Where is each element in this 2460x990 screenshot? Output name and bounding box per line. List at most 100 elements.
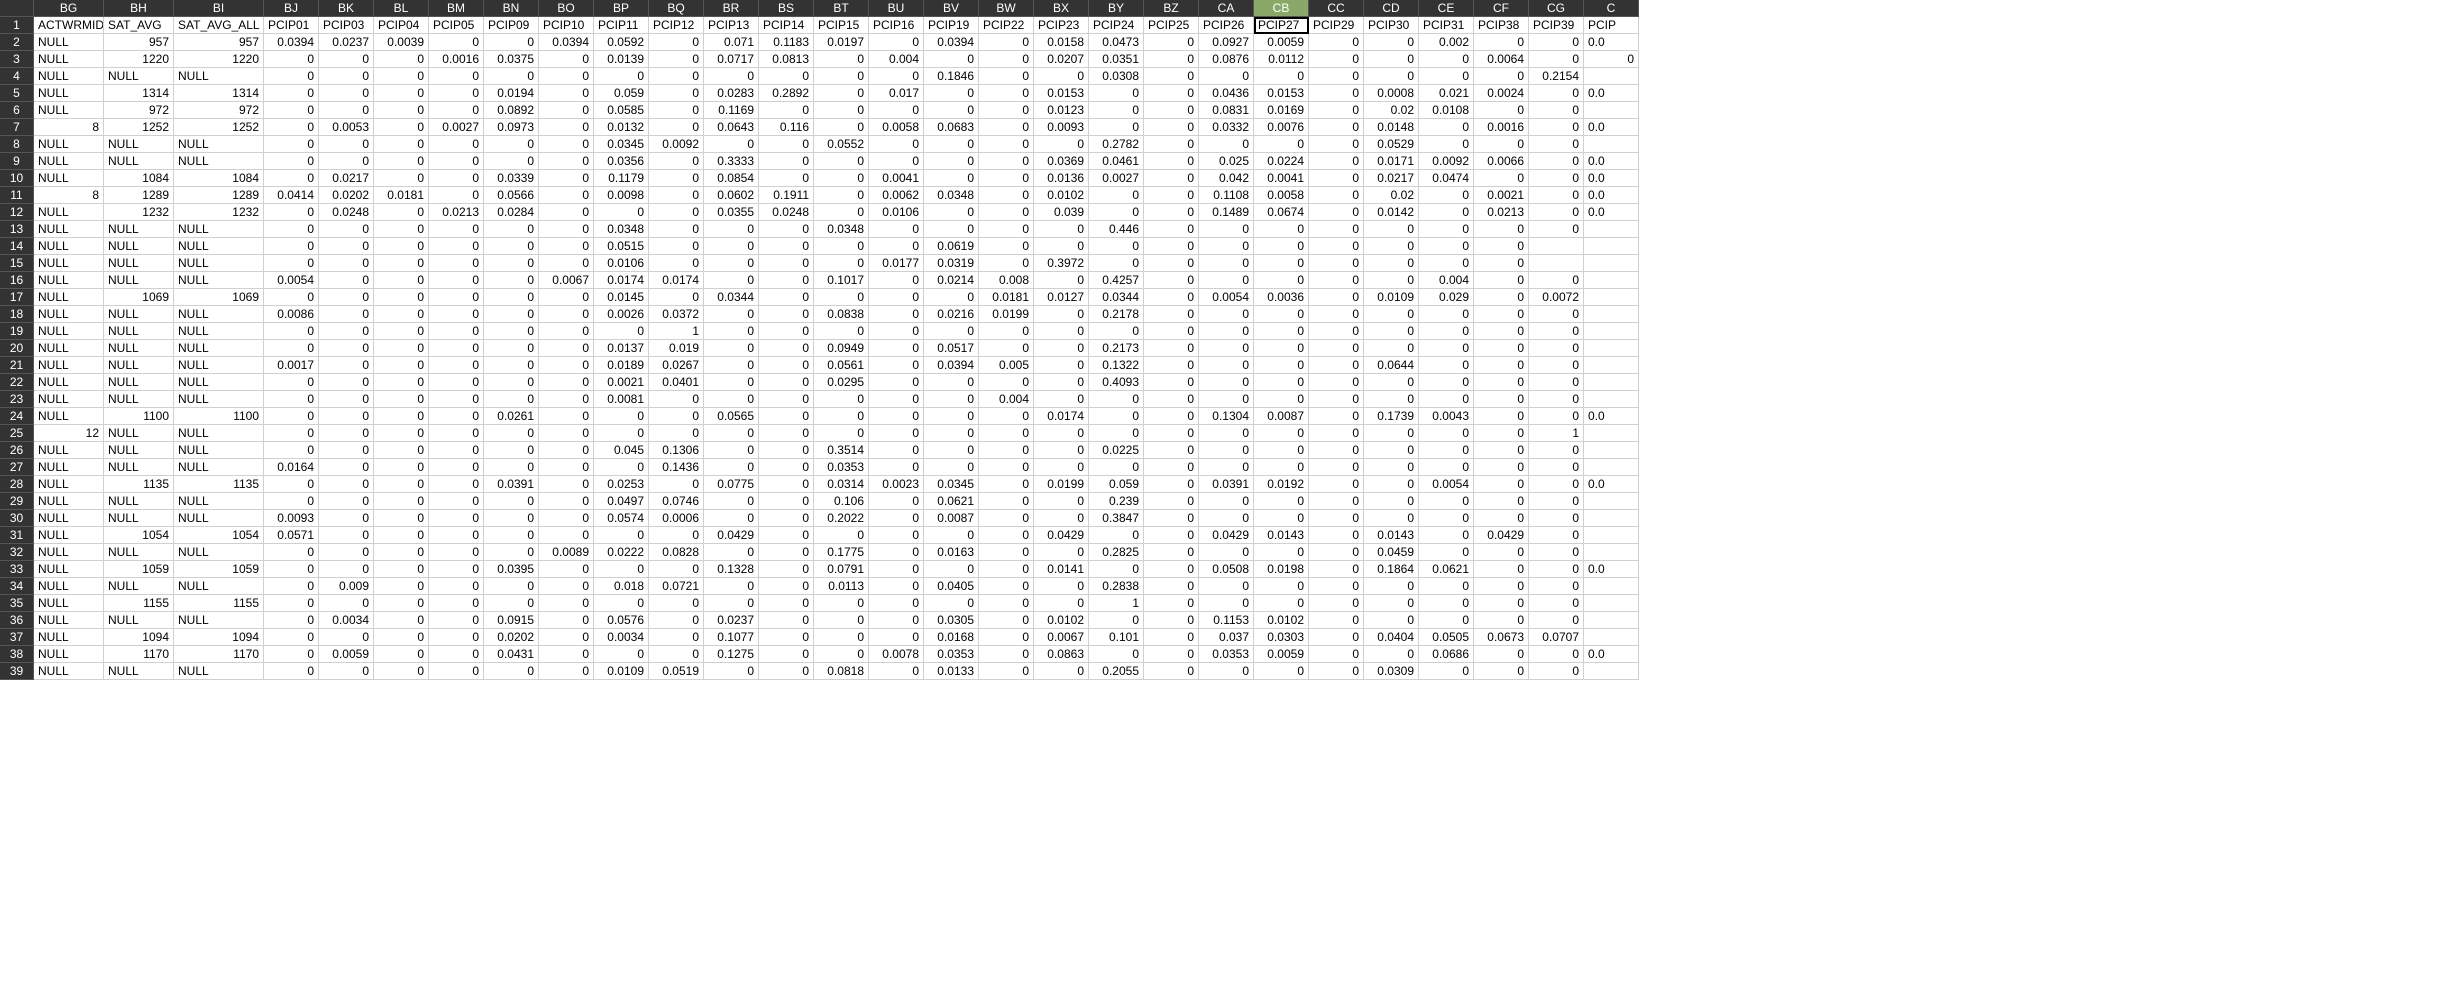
cell-BH11[interactable]: 1289: [104, 187, 174, 204]
cell-BU24[interactable]: 0: [869, 408, 924, 425]
cell-BG19[interactable]: NULL: [34, 323, 104, 340]
cell-CC29[interactable]: 0: [1309, 493, 1364, 510]
cell-BJ1[interactable]: PCIP01: [264, 17, 319, 34]
cell-BO21[interactable]: 0: [539, 357, 594, 374]
cell-CB21[interactable]: 0: [1254, 357, 1309, 374]
cell-BP3[interactable]: 0.0139: [594, 51, 649, 68]
cell-CG20[interactable]: 0: [1529, 340, 1584, 357]
column-header-BR[interactable]: BR: [704, 0, 759, 17]
cell-BO25[interactable]: 0: [539, 425, 594, 442]
cell-CD35[interactable]: 0: [1364, 595, 1419, 612]
cell-CB13[interactable]: 0: [1254, 221, 1309, 238]
cell-CD33[interactable]: 0.1864: [1364, 561, 1419, 578]
cell-BO5[interactable]: 0: [539, 85, 594, 102]
cell-BJ10[interactable]: 0: [264, 170, 319, 187]
cell-BU13[interactable]: 0: [869, 221, 924, 238]
cell-BG29[interactable]: NULL: [34, 493, 104, 510]
cell-CD38[interactable]: 0: [1364, 646, 1419, 663]
cell-BI13[interactable]: NULL: [174, 221, 264, 238]
cell-BH5[interactable]: 1314: [104, 85, 174, 102]
cell-BG33[interactable]: NULL: [34, 561, 104, 578]
cell-BP4[interactable]: 0: [594, 68, 649, 85]
cell-BT23[interactable]: 0: [814, 391, 869, 408]
cell-BG23[interactable]: NULL: [34, 391, 104, 408]
cell-BH22[interactable]: NULL: [104, 374, 174, 391]
cell-BT19[interactable]: 0: [814, 323, 869, 340]
cell-BW10[interactable]: 0: [979, 170, 1034, 187]
cell-BU23[interactable]: 0: [869, 391, 924, 408]
cell-BL27[interactable]: 0: [374, 459, 429, 476]
cell-CD29[interactable]: 0: [1364, 493, 1419, 510]
cell-CB15[interactable]: 0: [1254, 255, 1309, 272]
cell-BQ5[interactable]: 0: [649, 85, 704, 102]
cell-BY21[interactable]: 0.1322: [1089, 357, 1144, 374]
cell-BO1[interactable]: PCIP10: [539, 17, 594, 34]
cell-CC13[interactable]: 0: [1309, 221, 1364, 238]
cell-BG15[interactable]: NULL: [34, 255, 104, 272]
cell-CC37[interactable]: 0: [1309, 629, 1364, 646]
cell-BU33[interactable]: 0: [869, 561, 924, 578]
cell-CA23[interactable]: 0: [1199, 391, 1254, 408]
cell-CB22[interactable]: 0: [1254, 374, 1309, 391]
cell-BK7[interactable]: 0.0053: [319, 119, 374, 136]
cell-BI10[interactable]: 1084: [174, 170, 264, 187]
cell-BU22[interactable]: 0: [869, 374, 924, 391]
cell-BI37[interactable]: 1094: [174, 629, 264, 646]
cell-BM26[interactable]: 0: [429, 442, 484, 459]
row-header-37[interactable]: 37: [0, 629, 34, 646]
cell-BR39[interactable]: 0: [704, 663, 759, 680]
cell-BM11[interactable]: 0: [429, 187, 484, 204]
cell-BU12[interactable]: 0.0106: [869, 204, 924, 221]
cell-BH30[interactable]: NULL: [104, 510, 174, 527]
cell-BK29[interactable]: 0: [319, 493, 374, 510]
cell-C25[interactable]: [1584, 425, 1639, 442]
cell-BP8[interactable]: 0.0345: [594, 136, 649, 153]
cell-CD32[interactable]: 0.0459: [1364, 544, 1419, 561]
cell-BM36[interactable]: 0: [429, 612, 484, 629]
cell-BT21[interactable]: 0.0561: [814, 357, 869, 374]
cell-CF6[interactable]: 0: [1474, 102, 1529, 119]
cell-CF18[interactable]: 0: [1474, 306, 1529, 323]
cell-CD28[interactable]: 0: [1364, 476, 1419, 493]
cell-CC31[interactable]: 0: [1309, 527, 1364, 544]
cell-CE34[interactable]: 0: [1419, 578, 1474, 595]
cell-BL6[interactable]: 0: [374, 102, 429, 119]
cell-BI11[interactable]: 1289: [174, 187, 264, 204]
cell-BW14[interactable]: 0: [979, 238, 1034, 255]
cell-BR7[interactable]: 0.0643: [704, 119, 759, 136]
row-header-13[interactable]: 13: [0, 221, 34, 238]
cell-CF23[interactable]: 0: [1474, 391, 1529, 408]
cell-BL22[interactable]: 0: [374, 374, 429, 391]
cell-BM9[interactable]: 0: [429, 153, 484, 170]
cell-BR26[interactable]: 0: [704, 442, 759, 459]
cell-BX6[interactable]: 0.0123: [1034, 102, 1089, 119]
cell-CF3[interactable]: 0.0064: [1474, 51, 1529, 68]
cell-CF2[interactable]: 0: [1474, 34, 1529, 51]
cell-BK37[interactable]: 0: [319, 629, 374, 646]
cell-BZ12[interactable]: 0: [1144, 204, 1199, 221]
column-header-BS[interactable]: BS: [759, 0, 814, 17]
cell-C28[interactable]: 0.0: [1584, 476, 1639, 493]
cell-BZ13[interactable]: 0: [1144, 221, 1199, 238]
cell-CC34[interactable]: 0: [1309, 578, 1364, 595]
cell-BU39[interactable]: 0: [869, 663, 924, 680]
column-header-BU[interactable]: BU: [869, 0, 924, 17]
cell-BX31[interactable]: 0.0429: [1034, 527, 1089, 544]
cell-BP27[interactable]: 0: [594, 459, 649, 476]
cell-BJ30[interactable]: 0.0093: [264, 510, 319, 527]
cell-BT18[interactable]: 0.0838: [814, 306, 869, 323]
row-header-17[interactable]: 17: [0, 289, 34, 306]
cell-BZ7[interactable]: 0: [1144, 119, 1199, 136]
cell-BH21[interactable]: NULL: [104, 357, 174, 374]
cell-CD31[interactable]: 0.0143: [1364, 527, 1419, 544]
row-header-2[interactable]: 2: [0, 34, 34, 51]
cell-BI6[interactable]: 972: [174, 102, 264, 119]
cell-BU3[interactable]: 0.004: [869, 51, 924, 68]
cell-BM21[interactable]: 0: [429, 357, 484, 374]
cell-BX38[interactable]: 0.0863: [1034, 646, 1089, 663]
cell-CG11[interactable]: 0: [1529, 187, 1584, 204]
cell-BJ6[interactable]: 0: [264, 102, 319, 119]
cell-CF10[interactable]: 0: [1474, 170, 1529, 187]
cell-BJ39[interactable]: 0: [264, 663, 319, 680]
cell-CA10[interactable]: 0.042: [1199, 170, 1254, 187]
